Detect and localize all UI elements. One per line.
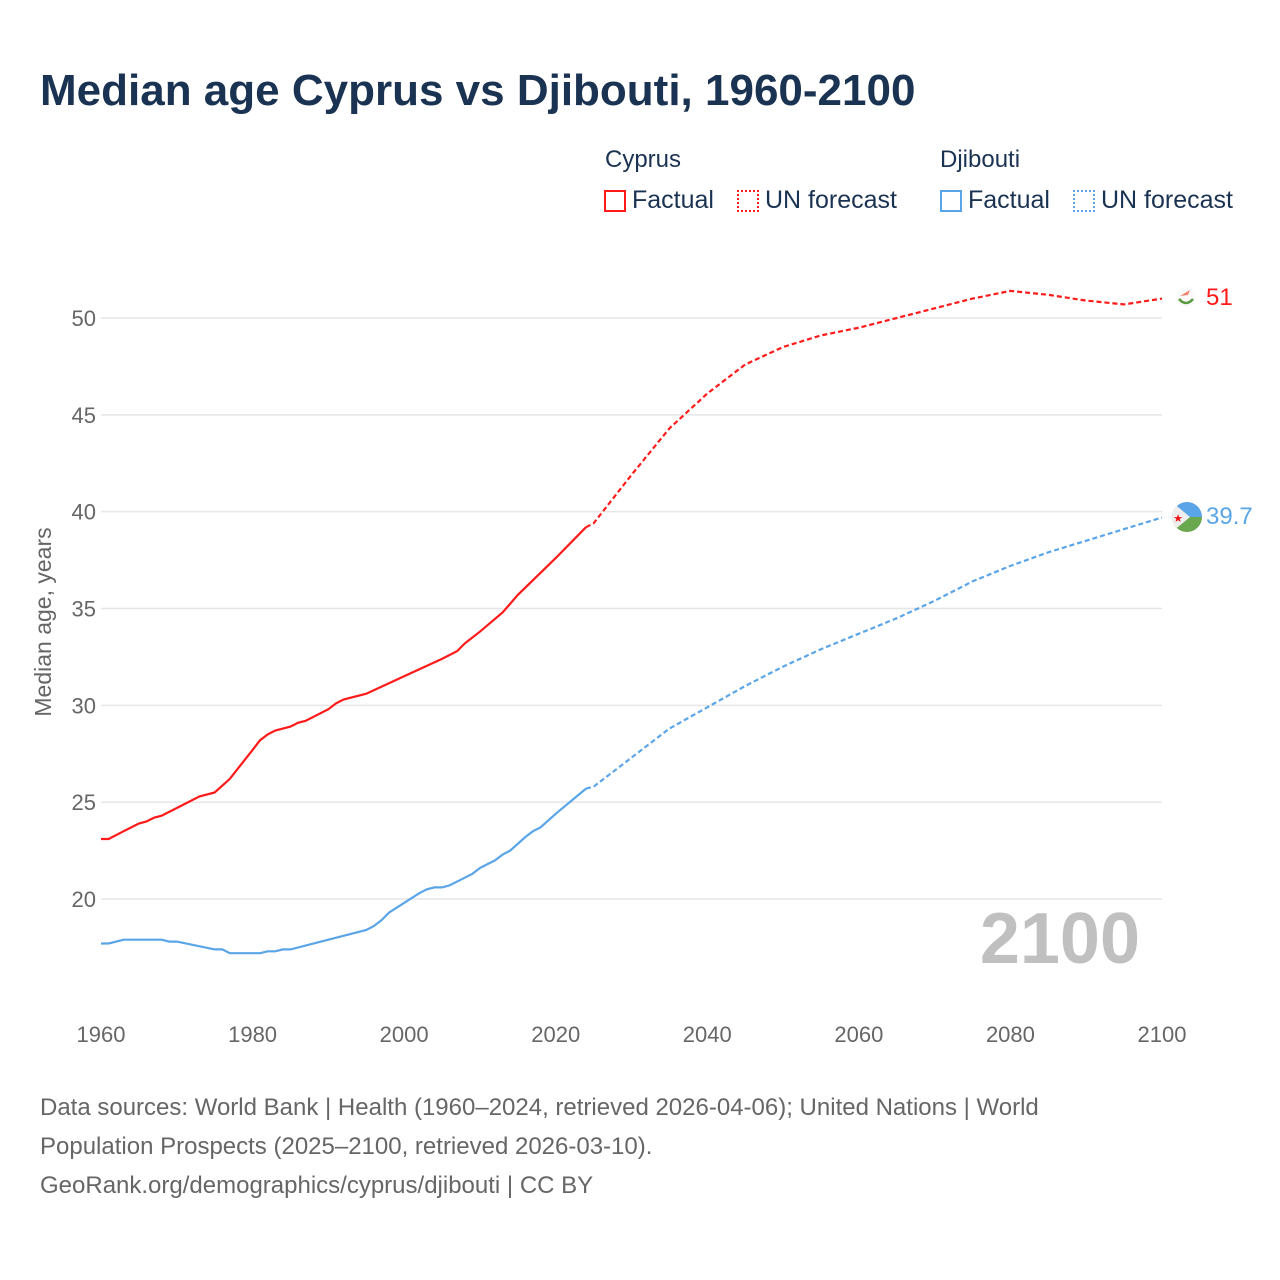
y-tick-label: 30 — [72, 693, 96, 718]
cyprus-factual-line — [101, 526, 587, 841]
footer-sources: Data sources: World Bank | Health (1960–… — [40, 1094, 1039, 1121]
footer: Data sources: World Bank | Health (1960–… — [40, 1088, 1039, 1205]
x-tick-label: 2080 — [986, 1022, 1035, 1047]
legend-swatch — [1073, 189, 1095, 212]
legend-swatch — [737, 189, 759, 212]
x-tick-label: 2060 — [834, 1022, 883, 1047]
svg-text:★: ★ — [1173, 513, 1183, 525]
y-axis-label: Median age, years — [30, 527, 56, 716]
y-tick-label: 40 — [72, 500, 96, 525]
cyprus-forecast-line — [585, 289, 1163, 529]
year-watermark: 2100 — [980, 899, 1140, 979]
legend-cyprus-forecast[interactable]: UN forecast — [737, 186, 897, 215]
legend-title-cyprus: Cyprus — [605, 146, 682, 173]
legend-djibouti-forecast[interactable]: UN forecast — [1073, 186, 1233, 215]
y-tick-label: 35 — [72, 597, 96, 622]
legend-title-djibouti: Djibouti — [940, 146, 1021, 173]
x-tick-label: 2020 — [531, 1022, 580, 1047]
y-tick-label: 20 — [72, 887, 96, 912]
legend-swatch — [940, 189, 962, 212]
x-tick-label: 2040 — [683, 1022, 732, 1047]
y-tick-label: 25 — [72, 790, 96, 815]
legend-swatch — [604, 189, 626, 212]
footer-link[interactable]: GeoRank.org/demographics/cyprus/djibouti… — [40, 1172, 594, 1199]
chart-title: Median age Cyprus vs Djibouti, 1960-2100 — [40, 66, 916, 115]
legend-label: Factual — [968, 186, 1050, 214]
cyprus-flag-icon — [1176, 287, 1196, 307]
x-tick-label: 1960 — [77, 1022, 126, 1047]
djibouti-flag-icon: ★ — [1172, 502, 1202, 532]
x-tick-label: 2100 — [1138, 1022, 1187, 1047]
footer-sources-cont: Population Prospects (2025–2100, retriev… — [40, 1133, 653, 1160]
djibouti-end-value: 39.7 — [1206, 503, 1253, 530]
djibouti-factual-line — [101, 787, 587, 955]
legend-djibouti-factual[interactable]: Factual — [940, 186, 1050, 215]
y-tick-label: 45 — [72, 403, 96, 428]
legend-label: Factual — [632, 186, 714, 214]
djibouti-forecast-line — [585, 516, 1163, 790]
legend-cyprus-factual[interactable]: Factual — [604, 186, 714, 215]
x-tick-label: 2000 — [380, 1022, 429, 1047]
legend-label: UN forecast — [1101, 186, 1233, 214]
x-tick-label: 1980 — [228, 1022, 277, 1047]
legend-label: UN forecast — [765, 186, 897, 214]
y-tick-label: 50 — [72, 306, 96, 331]
cyprus-end-value: 51 — [1206, 284, 1233, 311]
